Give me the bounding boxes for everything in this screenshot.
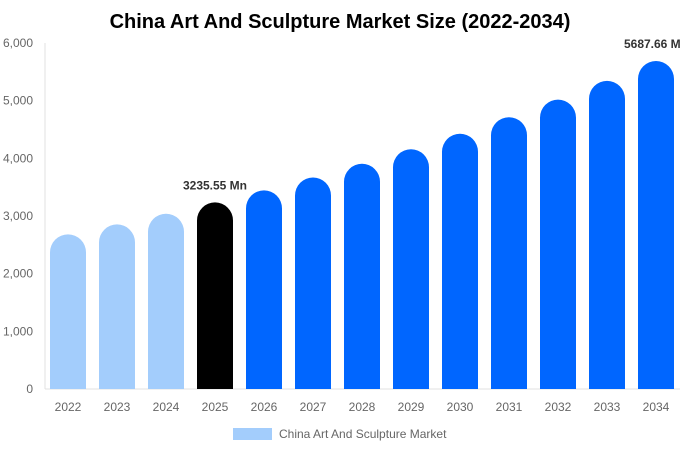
bar-2029[interactable] [393,149,429,389]
x-tick-label: 2025 [202,400,229,414]
data-label-2025: 3235.55 Mn [183,178,247,192]
legend-swatch [233,428,272,440]
x-tick-label: 2022 [55,400,82,414]
y-tick-label: 3,000 [3,209,33,223]
x-tick-label: 2031 [496,400,523,414]
bar-2030[interactable] [442,133,478,389]
y-tick-label: 5,000 [3,94,33,108]
chart-title: China Art And Sculpture Market Size (202… [110,11,571,33]
y-tick-label: 6,000 [3,36,33,50]
y-tick-label: 1,000 [3,324,33,338]
bar-2032[interactable] [540,99,576,390]
legend-label[interactable]: China Art And Sculpture Market [279,427,447,441]
y-tick-label: 4,000 [3,151,33,165]
bar-2022[interactable] [50,234,86,389]
data-label-2034: 5687.66 Mn [624,37,680,51]
x-tick-label: 2028 [349,400,376,414]
x-tick-label: 2023 [104,400,131,414]
bar-2028[interactable] [344,163,380,389]
bar-2031[interactable] [491,117,527,390]
bar-2024[interactable] [148,213,184,389]
bar-2023[interactable] [99,224,135,389]
bar-2033[interactable] [589,80,625,390]
x-tick-label: 2034 [643,400,670,414]
y-tick-label: 0 [26,382,33,396]
x-tick-label: 2026 [251,400,278,414]
x-tick-label: 2030 [447,400,474,414]
x-tick-label: 2033 [594,400,621,414]
x-tick-label: 2032 [545,400,572,414]
x-tick-label: 2027 [300,400,327,414]
x-tick-label: 2029 [398,400,425,414]
x-tick-label: 2024 [153,400,180,414]
bar-2025[interactable] [197,202,233,389]
bar-2026[interactable] [246,190,282,389]
bar-2027[interactable] [295,177,331,389]
bar-2034[interactable] [638,61,674,390]
y-tick-label: 2,000 [3,267,33,281]
